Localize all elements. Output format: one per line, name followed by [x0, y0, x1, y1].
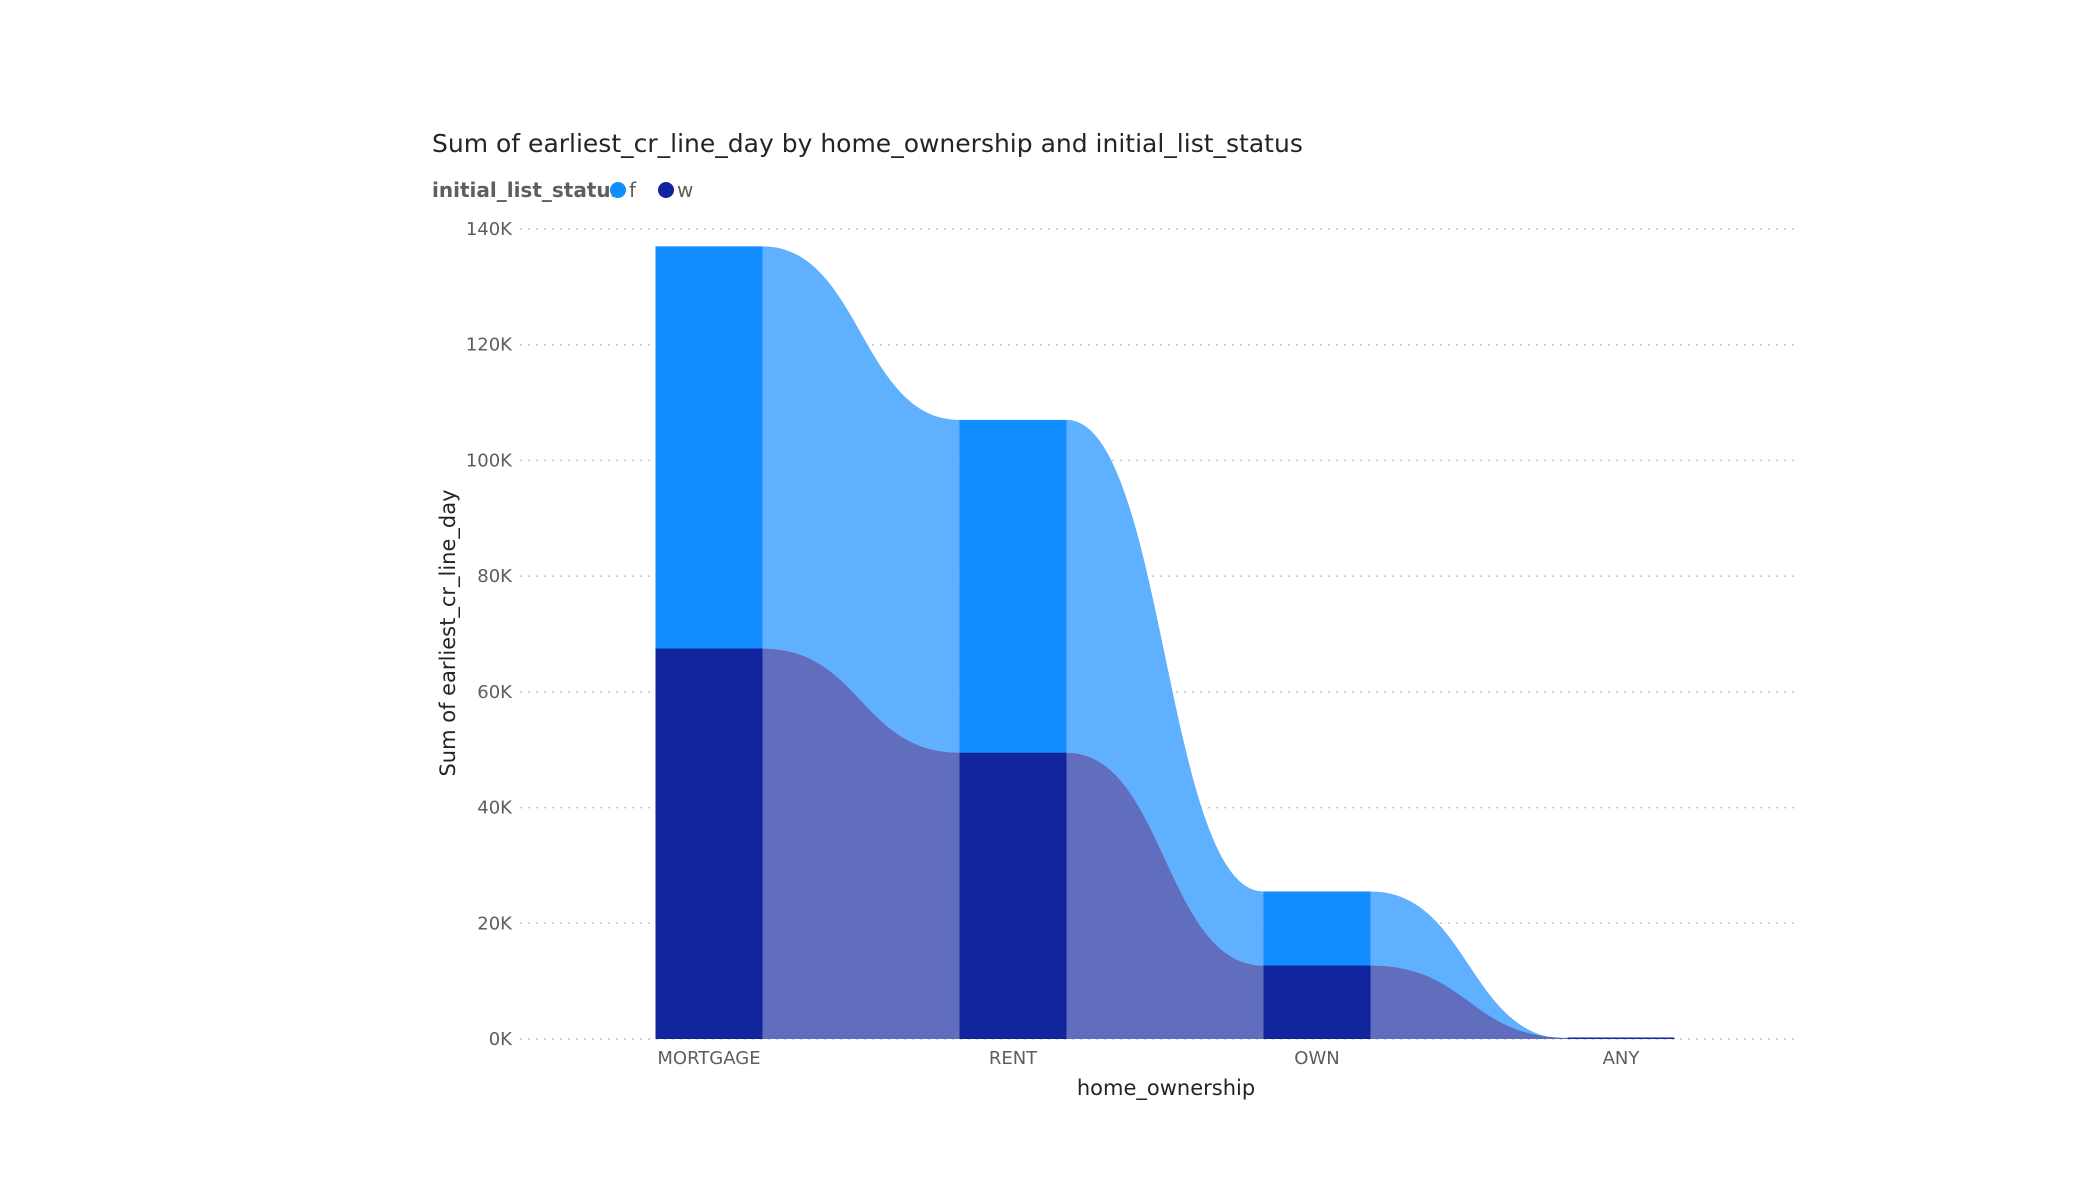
x-tick-label: ANY: [1603, 1048, 1641, 1069]
legend-label-f: f: [629, 178, 637, 202]
ribbon-f-0: [762, 246, 960, 753]
y-tick-label: 100K: [466, 450, 513, 471]
ribbon-w-2: [1370, 965, 1568, 1039]
y-axis-title: Sum of earliest_cr_line_day: [436, 489, 461, 776]
legend-marker-f: [610, 182, 626, 198]
legend-marker-w: [658, 182, 674, 198]
y-tick-label: 60K: [477, 682, 513, 703]
bar-f-mortgage[interactable]: [655, 246, 763, 649]
ribbons: [762, 246, 1568, 1039]
bar-w-mortgage[interactable]: [655, 648, 763, 1039]
y-tick-label: 40K: [477, 798, 513, 819]
x-tick-label: MORTGAGE: [657, 1048, 760, 1069]
legend-label-w: w: [677, 178, 693, 202]
legend: initial_list_status f w: [432, 178, 693, 202]
y-tick-label: 20K: [477, 913, 513, 934]
y-tick-label: 120K: [466, 335, 513, 356]
bar-f-own[interactable]: [1263, 891, 1371, 966]
bar-w-own[interactable]: [1263, 965, 1371, 1039]
y-axis-ticks: 0K 20K 40K 60K 80K 100K 120K 140K: [466, 219, 513, 1050]
y-tick-label: 0K: [489, 1029, 513, 1050]
bars: [655, 246, 1675, 1040]
ribbon-w-0: [762, 648, 960, 1039]
x-tick-label: OWN: [1294, 1048, 1339, 1069]
ribbon-f-1: [1066, 419, 1264, 966]
bar-f-rent[interactable]: [959, 419, 1067, 753]
chart-title: Sum of earliest_cr_line_day by home_owne…: [432, 129, 1303, 158]
x-tick-label: RENT: [989, 1048, 1038, 1069]
legend-title: initial_list_status: [432, 178, 623, 202]
ribbon-f-2: [1370, 891, 1568, 1039]
x-axis-ticks: MORTGAGE RENT OWN ANY: [657, 1048, 1640, 1069]
bar-w-rent[interactable]: [959, 752, 1067, 1039]
y-tick-label: 80K: [477, 566, 513, 587]
x-axis-title: home_ownership: [1077, 1076, 1255, 1101]
bar-w-any[interactable]: [1567, 1037, 1675, 1040]
y-tick-label: 140K: [466, 219, 513, 240]
ribbon-w-1: [1066, 752, 1264, 1039]
